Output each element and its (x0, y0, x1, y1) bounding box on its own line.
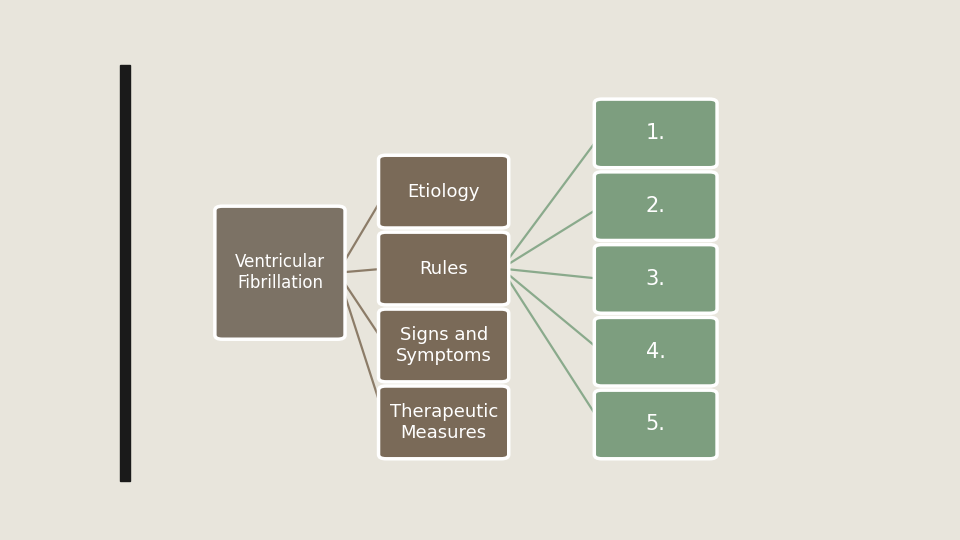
Text: Therapeutic
Measures: Therapeutic Measures (390, 403, 498, 442)
Text: 1.: 1. (646, 124, 665, 144)
Bar (120, 65, 130, 481)
FancyBboxPatch shape (378, 155, 509, 228)
FancyBboxPatch shape (594, 245, 717, 313)
Text: Etiology: Etiology (407, 183, 480, 201)
FancyBboxPatch shape (594, 318, 717, 386)
FancyBboxPatch shape (594, 172, 717, 240)
Text: 3.: 3. (646, 269, 665, 289)
Text: 5.: 5. (646, 415, 665, 435)
Text: Rules: Rules (420, 260, 468, 278)
FancyBboxPatch shape (378, 309, 509, 382)
FancyBboxPatch shape (378, 232, 509, 305)
Text: 4.: 4. (646, 342, 665, 362)
Text: Ventricular
Fibrillation: Ventricular Fibrillation (235, 253, 325, 292)
FancyBboxPatch shape (594, 390, 717, 459)
FancyBboxPatch shape (594, 99, 717, 168)
Text: 2.: 2. (646, 196, 665, 216)
FancyBboxPatch shape (378, 386, 509, 459)
Text: Signs and
Symptoms: Signs and Symptoms (396, 326, 492, 365)
FancyBboxPatch shape (215, 206, 345, 339)
